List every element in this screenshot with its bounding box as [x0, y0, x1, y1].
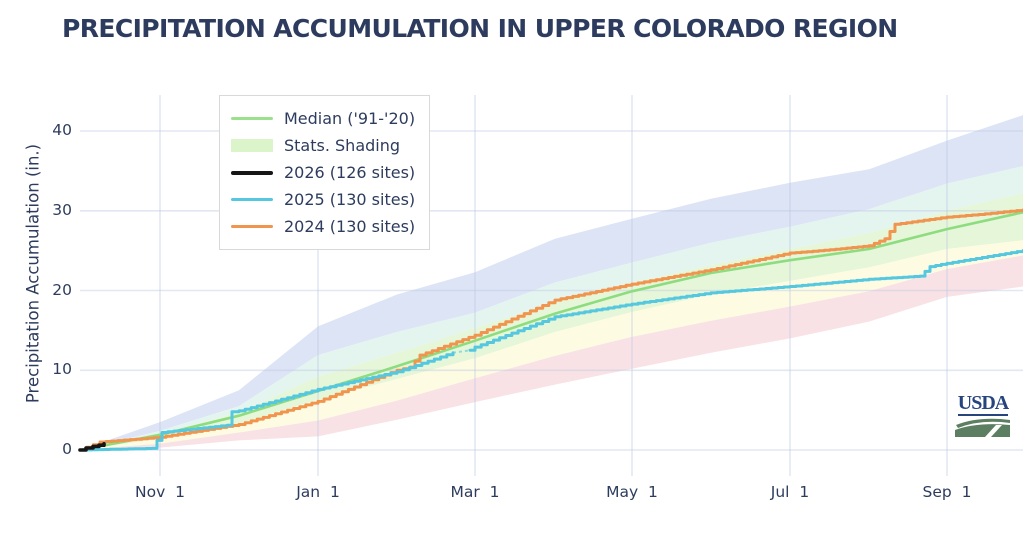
band-p90-p70: [80, 166, 1023, 450]
x-tick-label: May 1: [606, 483, 658, 501]
year-2024-line-swatch-icon: [231, 224, 273, 229]
legend-item-2024[interactable]: 2024 (130 sites): [231, 213, 415, 240]
median-line-swatch-icon: [231, 117, 273, 120]
usda-logo-text: USDA: [957, 392, 1009, 416]
y-axis-title: Precipitation Accumulation (in.): [23, 143, 43, 404]
x-tick-label: Sep 1: [922, 483, 972, 501]
legend-item-stats-shading[interactable]: Stats. Shading: [231, 132, 415, 159]
usda-swoosh-icon: [955, 418, 1010, 437]
legend-label: Median ('91-'20): [284, 109, 416, 128]
band-p10-min: [80, 255, 1023, 450]
band-p70-p30-stats-shading: [80, 193, 1023, 450]
usda-logo: USDA: [955, 393, 1011, 437]
legend-label: Stats. Shading: [284, 136, 401, 155]
y-tick-label: 40: [52, 121, 72, 139]
chart-title: PRECIPITATION ACCUMULATION IN UPPER COLO…: [62, 14, 898, 43]
band-max-p90: [80, 115, 1023, 450]
y-tick-label: 10: [52, 360, 72, 379]
series-2025-130-sites-: [468, 249, 1023, 352]
legend-item-median[interactable]: Median ('91-'20): [231, 105, 415, 132]
y-tick-label: 20: [52, 280, 72, 299]
band-p30-p10: [80, 240, 1023, 450]
x-tick-label: Nov 1: [135, 483, 185, 501]
series-2026-126-sites-: [78, 442, 106, 452]
legend-label: 2024 (130 sites): [284, 217, 416, 236]
series-gap-dashes: [452, 349, 471, 354]
series-2025-130-sites-: [78, 351, 455, 452]
series-2024-130-sites-: [78, 208, 1023, 452]
year-2025-line-swatch-icon: [231, 197, 273, 202]
y-tick-label: 0: [62, 440, 72, 458]
year-2026-line-swatch-icon: [231, 170, 273, 175]
x-tick-label: Jan 1: [296, 483, 340, 501]
x-tick-label: Jul 1: [770, 483, 810, 501]
series-median-91-20-: [78, 211, 1023, 452]
y-tick-label: 30: [52, 200, 72, 219]
stats-shading-swatch-icon: [231, 139, 273, 152]
legend-label: 2026 (126 sites): [284, 163, 416, 182]
legend: Median ('91-'20) Stats. Shading 2026 (12…: [219, 95, 431, 250]
legend-item-2025[interactable]: 2025 (130 sites): [231, 186, 415, 213]
legend-item-2026[interactable]: 2026 (126 sites): [231, 159, 415, 186]
legend-label: 2025 (130 sites): [284, 190, 416, 209]
x-tick-label: Mar 1: [450, 483, 500, 501]
